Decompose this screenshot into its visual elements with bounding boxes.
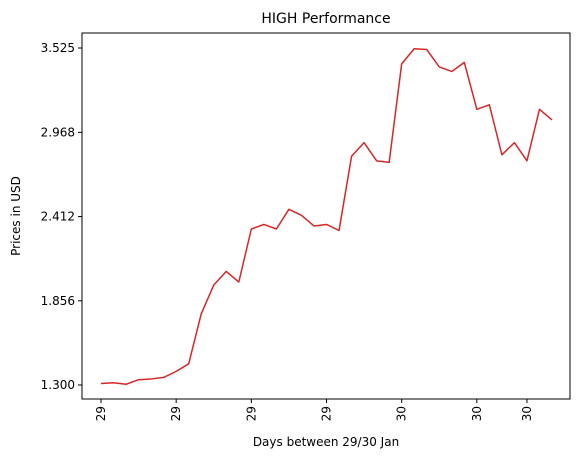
x-tick-label: 30 — [395, 406, 409, 421]
x-tick-label: 29 — [244, 406, 258, 421]
x-tick-label: 29 — [169, 406, 183, 421]
x-tick-label: 30 — [470, 406, 484, 421]
y-tick-label: 2.968 — [41, 125, 75, 139]
y-tick-label: 1.300 — [41, 378, 75, 392]
plot-area — [100, 48, 553, 385]
y-tick-label: 3.525 — [41, 41, 75, 55]
plot-frame — [81, 32, 571, 400]
series-line — [100, 48, 553, 385]
y-axis-label: Prices in USD — [9, 176, 23, 256]
chart-title: HIGH Performance — [261, 11, 390, 27]
x-axis: 29 29 29 29 30 30 30 — [94, 399, 534, 421]
y-tick-label: 2.412 — [41, 210, 75, 224]
x-tick-label: 29 — [320, 406, 334, 421]
x-tick-label: 29 — [94, 406, 108, 421]
x-axis-label: Days between 29/30 Jan — [253, 435, 399, 449]
y-tick-label: 1.856 — [41, 294, 75, 308]
x-tick-label: 30 — [520, 406, 534, 421]
y-axis: 1.300 1.856 2.412 2.968 3.525 — [41, 41, 82, 392]
